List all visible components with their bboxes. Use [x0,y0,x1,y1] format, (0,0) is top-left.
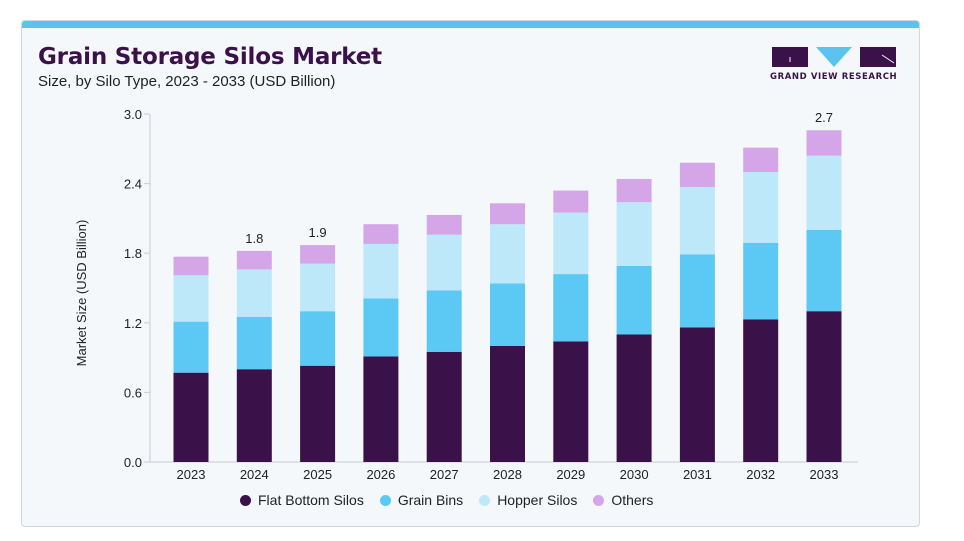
x-tick-label: 2025 [303,467,332,482]
legend-label: Others [611,492,654,508]
bar-segment-flat-bottom-silos [490,346,525,462]
bar-segment-grain-bins [173,321,209,373]
bar-segment-grain-bins [236,317,272,370]
y-tick-label: 3.0 [124,107,142,122]
bar-segment-hopper-silos [300,263,336,312]
legend-label: Hopper Silos [497,492,578,508]
bar-segment-others [300,245,336,264]
bar-segment-hopper-silos [490,224,525,284]
bar-segment-others [363,224,399,244]
legend-label: Grain Bins [397,492,464,508]
chart-title: Grain Storage Silos Market [38,44,382,70]
bar-segment-others [806,130,842,156]
y-tick-label: 2.4 [124,177,142,192]
bar-segment-hopper-silos [363,243,399,299]
legend-dot-icon [479,494,491,506]
bar-segment-hopper-silos [173,275,209,322]
x-tick-label: 2030 [620,467,649,482]
y-axis-label: Market Size (USD Billion) [74,220,89,367]
bar-segment-flat-bottom-silos [679,327,715,462]
x-tick-label: 2024 [240,467,269,482]
bar-segment-grain-bins [426,290,462,352]
bar-segment-others [743,147,779,172]
bar-segment-grain-bins [679,254,715,328]
logo-triangle [816,47,852,67]
bar-segment-grain-bins [300,311,336,366]
bar-segment-flat-bottom-silos [616,334,652,462]
bar-segment-others [173,256,209,276]
legend-dot-icon [593,494,605,506]
legend-item: Others [593,492,653,508]
bar-segment-hopper-silos [806,155,842,230]
data-label: 1.8 [245,231,263,246]
bar-segment-hopper-silos [616,202,652,266]
x-tick-label: 2033 [810,467,839,482]
y-tick-label: 1.8 [124,246,142,261]
data-labels: 1.8 1.9 2.7 [245,110,833,246]
legend-dot-icon [379,494,391,506]
logo-mark-r [881,54,895,64]
y-axis: 0.0 0.6 1.2 1.8 2.4 3.0 [124,107,151,470]
logo-block-right [860,47,896,67]
legend-item: Hopper Silos [479,492,577,508]
bar-segment-hopper-silos [553,212,589,275]
bar-segment-others [616,178,652,203]
logo-text: GRAND VIEW RESEARCH [770,72,898,82]
legend: Flat Bottom Silos Grain Bins Hopper Silos O… [240,492,653,508]
data-label: 2.7 [815,110,833,125]
grand-view-research-logo-icon [772,47,896,67]
legend-item: Grain Bins [379,492,464,508]
x-tick-label: 2029 [556,467,585,482]
bar-segment-others [426,214,462,235]
bar-segment-flat-bottom-silos [300,365,336,462]
data-label: 1.9 [309,225,327,240]
bar-segment-flat-bottom-silos [743,319,779,462]
bar-segment-others [553,190,589,213]
bar-segment-hopper-silos [743,172,779,243]
x-tick-label: 2023 [177,467,206,482]
x-axis: 2023 2024 2025 2026 2027 2028 2029 2030 2031 2032… [150,461,858,482]
x-tick-label: 2031 [683,467,712,482]
bar-segment-flat-bottom-silos [363,356,399,462]
bar-segment-grain-bins [616,265,652,335]
bar-segment-others [679,162,715,188]
bar-segment-flat-bottom-silos [806,311,842,462]
bar-segment-grain-bins [806,230,842,312]
y-tick-label: 0.0 [124,455,142,470]
bar-segment-grain-bins [490,283,525,346]
x-tick-label: 2032 [746,467,775,482]
bar-segment-hopper-silos [679,187,715,255]
bar-segment-grain-bins [743,242,779,320]
legend-item: Flat Bottom Silos [240,492,364,508]
bars [173,130,842,462]
bar-segment-hopper-silos [426,234,462,291]
bar-segment-others [236,250,272,270]
legend-dot-icon [240,494,251,506]
bar-segment-grain-bins [553,274,589,342]
bar-segment-flat-bottom-silos [426,351,462,462]
bar-segment-flat-bottom-silos [173,372,209,462]
y-tick-label: 1.2 [124,316,142,331]
y-tick-label: 0.6 [124,385,142,400]
bar-segment-flat-bottom-silos [553,341,589,462]
x-tick-label: 2027 [430,467,459,482]
bar-segment-hopper-silos [236,269,272,317]
chart-subtitle: Size, by Silo Type, 2023 - 2033 (USD Bil… [38,73,336,90]
x-tick-label: 2028 [493,467,522,482]
legend-label: Flat Bottom Silos [258,492,364,508]
x-tick-label: 2026 [366,467,395,482]
bar-segment-others [490,203,525,225]
bar-segment-grain-bins [363,298,399,357]
accent-bar [22,21,919,28]
bar-segment-flat-bottom-silos [236,369,272,462]
